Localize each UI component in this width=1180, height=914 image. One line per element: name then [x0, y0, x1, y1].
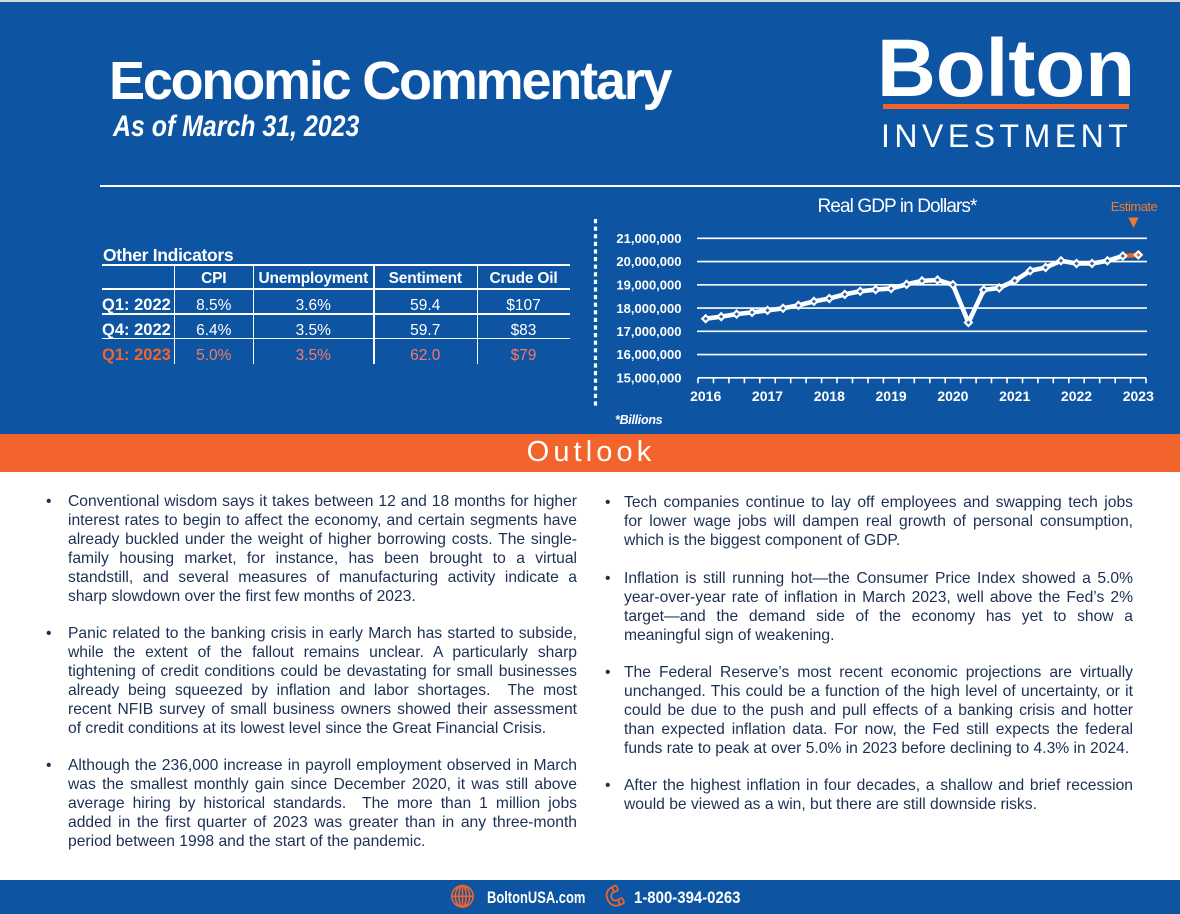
svg-text:2019: 2019 [876, 388, 907, 404]
svg-text:19,000,000: 19,000,000 [616, 278, 681, 293]
svg-text:2018: 2018 [814, 388, 845, 404]
svg-text:*Billions: *Billions [615, 413, 663, 427]
svg-text:16,000,000: 16,000,000 [616, 347, 681, 362]
svg-text:2020: 2020 [937, 388, 968, 404]
svg-text:21,000,000: 21,000,000 [616, 231, 681, 246]
svg-text:20,000,000: 20,000,000 [616, 254, 681, 269]
svg-text:2016: 2016 [690, 388, 721, 404]
svg-text:2023: 2023 [1123, 388, 1154, 404]
svg-text:15,000,000: 15,000,000 [616, 371, 681, 386]
svg-text:2017: 2017 [752, 388, 783, 404]
svg-text:2022: 2022 [1061, 388, 1092, 404]
svg-text:Real GDP in Dollars*: Real GDP in Dollars* [817, 196, 978, 217]
svg-text:2021: 2021 [999, 388, 1030, 404]
svg-text:17,000,000: 17,000,000 [616, 324, 681, 339]
svg-text:18,000,000: 18,000,000 [616, 301, 681, 316]
svg-text:Estimate: Estimate [1111, 199, 1158, 214]
